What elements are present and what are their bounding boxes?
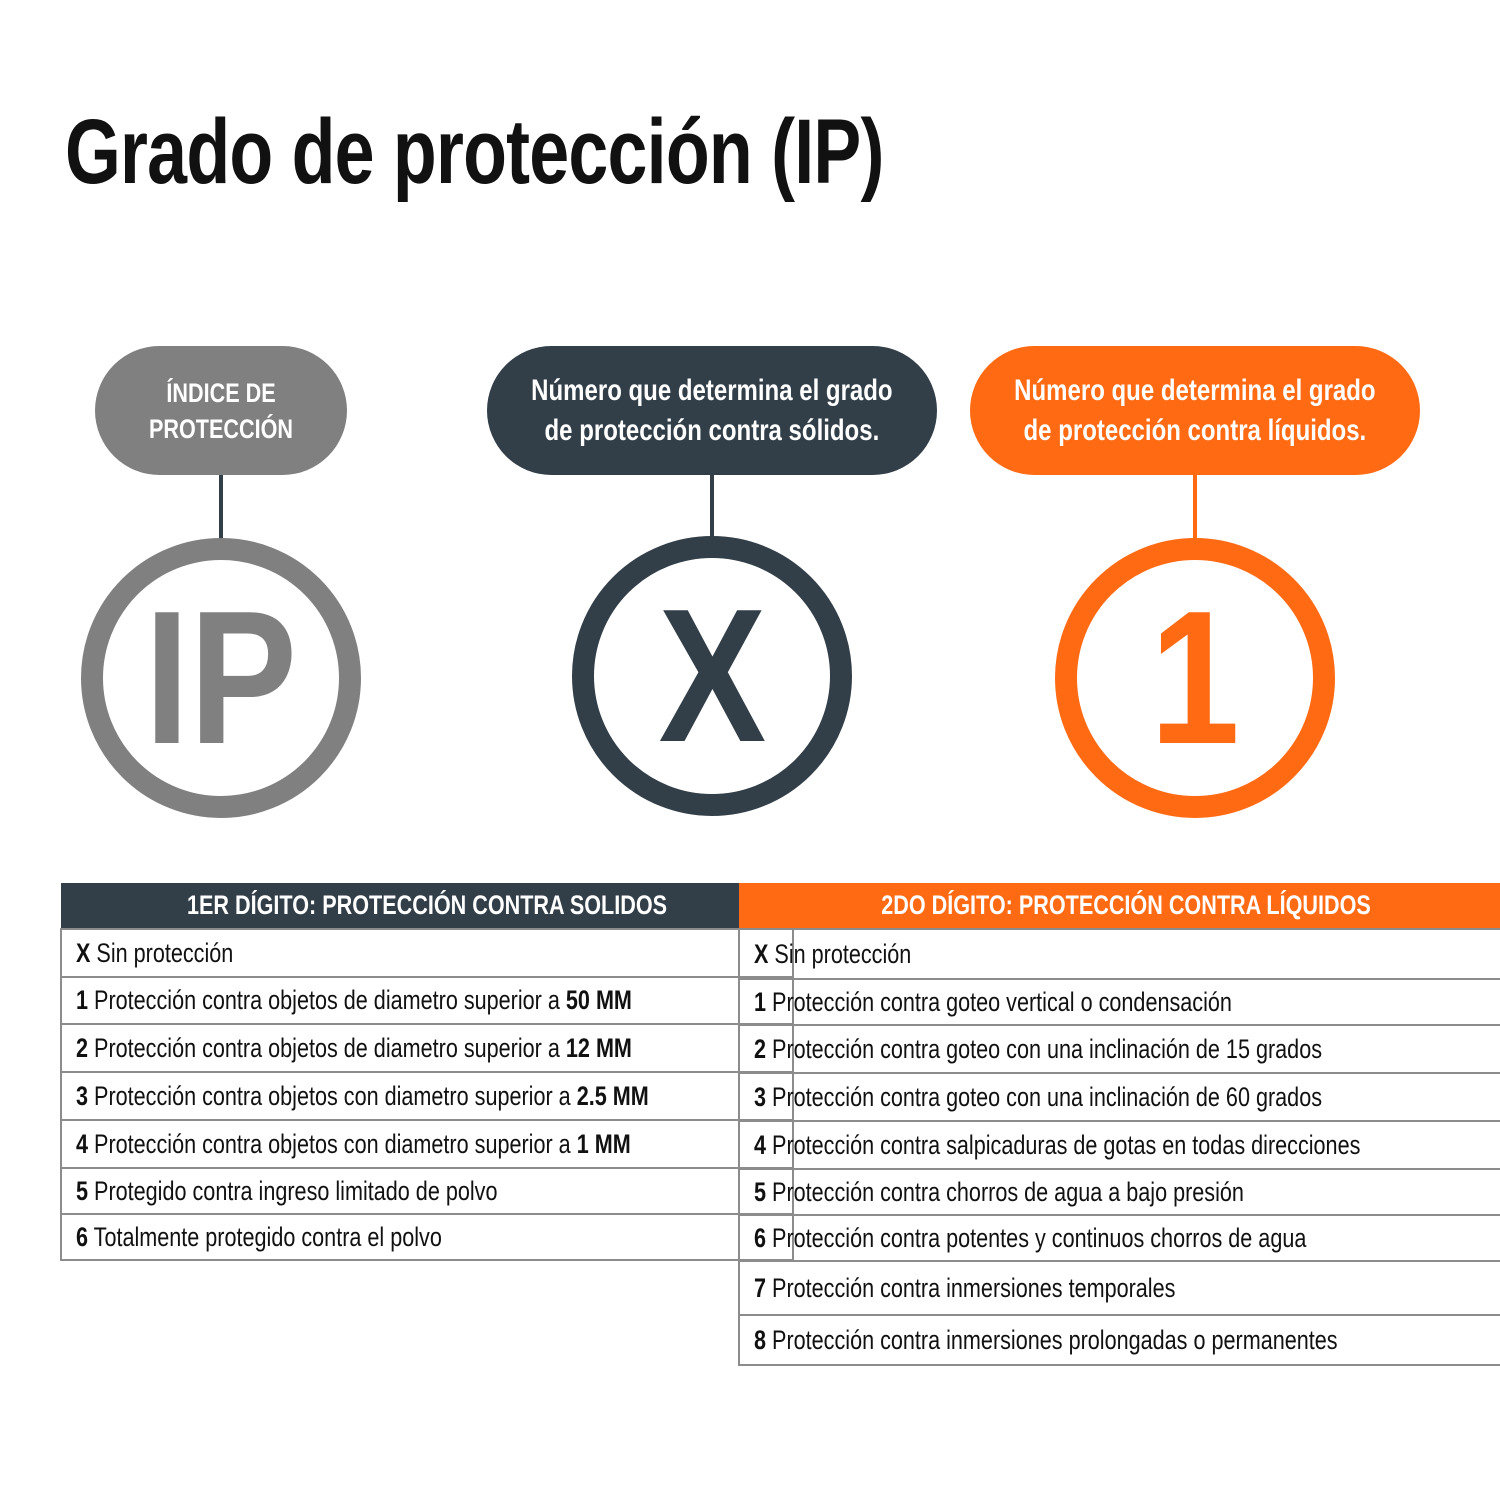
row-number: 1 (76, 985, 89, 1015)
ip-label: IP (144, 572, 298, 784)
solids-table: 1ER DÍGITO: PROTECCIÓN CONTRA SOLIDOS X … (60, 883, 794, 1261)
row-number: 4 (754, 1129, 767, 1160)
row-number: 2 (76, 1032, 89, 1063)
solids-pill-line1: Número que determina el grado (531, 373, 893, 407)
row-size: 2.5 MM (576, 1080, 649, 1111)
index-pill: ÍNDICE DE PROTECCIÓN (95, 346, 347, 475)
row-number: 5 (76, 1175, 89, 1206)
row-text: Protección contra potentes y continuos c… (772, 1222, 1307, 1253)
row-text: Protección contra goteo con una inclinac… (772, 1081, 1323, 1112)
table-row: 3 Protección contra objetos con diametro… (60, 1071, 794, 1121)
table-row: 3 Protección contra goteo con una inclin… (738, 1072, 1500, 1122)
table-row: 6 Protección contra potentes y continuos… (738, 1214, 1500, 1262)
row-number: X (76, 937, 91, 968)
row-number: 6 (754, 1222, 767, 1253)
row-number: 7 (754, 1272, 767, 1303)
connector-line (1193, 475, 1197, 540)
table-row: 7 Protección contra inmersiones temporal… (738, 1260, 1500, 1316)
row-text: Sin protección (96, 937, 234, 968)
liquids-pill: Número que determina el grado de protecc… (970, 346, 1420, 475)
solids-pill-line2: de protección contra sólidos. (544, 413, 880, 447)
row-number: 6 (76, 1221, 89, 1252)
row-number: 3 (754, 1081, 767, 1112)
liquids-pill-line1: Número que determina el grado (1014, 373, 1376, 407)
liquids-table-header: 2DO DÍGITO: PROTECCIÓN CONTRA LÍQUIDOS (739, 883, 1500, 929)
table-row: 2 Protección contra objetos de diametro … (60, 1023, 794, 1073)
table-row: 6 Totalmente protegido contra el polvo (60, 1213, 794, 1261)
row-text: Protección contra goteo vertical o conde… (772, 986, 1232, 1017)
table-row: X Sin protección (60, 928, 794, 978)
solids-pill: Número que determina el grado de protecc… (487, 346, 937, 475)
table-row: 8 Protección contra inmersiones prolonga… (738, 1314, 1500, 1366)
row-text: Protección contra objetos de diametro su… (94, 985, 560, 1015)
solids-circle: X (572, 536, 852, 816)
page-title: Grado de protección (IP) (65, 101, 884, 203)
row-text: Protegido contra ingreso limitado de pol… (94, 1175, 498, 1206)
row-number: 8 (754, 1324, 767, 1355)
row-text: Protección contra inmersiones temporales (772, 1272, 1176, 1303)
row-text: Protección contra objetos con diametro s… (94, 1128, 571, 1159)
row-text: Protección contra objetos de diametro su… (94, 1032, 560, 1063)
row-text: Sin protección (774, 938, 912, 969)
row-text: Protección contra salpicaduras de gotas … (772, 1129, 1361, 1160)
liquids-digit: 1 (1150, 572, 1240, 784)
row-text: Protección contra objetos con diametro s… (94, 1080, 571, 1111)
row-size: 50 MM (565, 985, 632, 1015)
table-row: 5 Protección contra chorros de agua a ba… (738, 1168, 1500, 1216)
liquids-pill-line2: de protección contra líquidos. (1023, 413, 1367, 447)
index-pill-line2: PROTECCIÓN (148, 413, 293, 444)
row-text: Protección contra inmersiones prolongada… (772, 1324, 1338, 1355)
table-row: 1 Protección contra goteo vertical o con… (738, 978, 1500, 1026)
row-number: 1 (754, 986, 767, 1017)
row-size: 1 MM (576, 1128, 631, 1159)
connector-line (219, 475, 223, 540)
row-text: Protección contra goteo con una inclinac… (772, 1033, 1323, 1064)
row-text: Totalmente protegido contra el polvo (93, 1221, 442, 1252)
ip-circle: IP (81, 538, 361, 818)
row-number: 2 (754, 1033, 767, 1064)
table-row: 1 Protección contra objetos de diametro … (60, 976, 794, 1025)
table-row: 5 Protegido contra ingreso limitado de p… (60, 1167, 794, 1215)
solids-table-header: 1ER DÍGITO: PROTECCIÓN CONTRA SOLIDOS (61, 883, 793, 929)
table-row: 4 Protección contra objetos con diametro… (60, 1119, 794, 1169)
row-number: X (754, 938, 769, 969)
table-row: X Sin protección (738, 928, 1500, 980)
liquids-table: 2DO DÍGITO: PROTECCIÓN CONTRA LÍQUIDOS X… (738, 883, 1500, 1366)
row-number: 5 (754, 1176, 767, 1207)
row-text: Protección contra chorros de agua a bajo… (772, 1176, 1244, 1207)
index-pill-line1: ÍNDICE DE (166, 377, 276, 408)
row-number: 4 (76, 1128, 89, 1159)
liquids-circle: 1 (1055, 538, 1335, 818)
table-row: 2 Protección contra goteo con una inclin… (738, 1024, 1500, 1074)
row-size: 12 MM (565, 1032, 632, 1063)
connector-line (710, 475, 714, 540)
solids-digit: X (658, 570, 766, 782)
table-row: 4 Protección contra salpicaduras de gota… (738, 1120, 1500, 1170)
row-number: 3 (76, 1080, 89, 1111)
